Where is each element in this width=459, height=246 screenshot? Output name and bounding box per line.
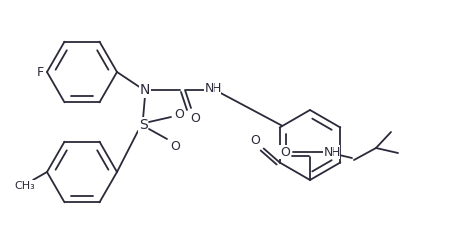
Text: N: N bbox=[323, 145, 333, 158]
Text: H: H bbox=[211, 81, 221, 94]
Text: O: O bbox=[280, 145, 290, 158]
Text: CH₃: CH₃ bbox=[15, 181, 35, 191]
Text: O: O bbox=[250, 134, 260, 147]
Text: O: O bbox=[170, 139, 180, 153]
Text: H: H bbox=[330, 145, 340, 158]
Text: N: N bbox=[140, 83, 150, 97]
Text: O: O bbox=[174, 108, 184, 121]
Text: S: S bbox=[139, 118, 147, 132]
Text: N: N bbox=[204, 81, 214, 94]
Text: O: O bbox=[190, 111, 200, 124]
Text: F: F bbox=[36, 65, 44, 78]
